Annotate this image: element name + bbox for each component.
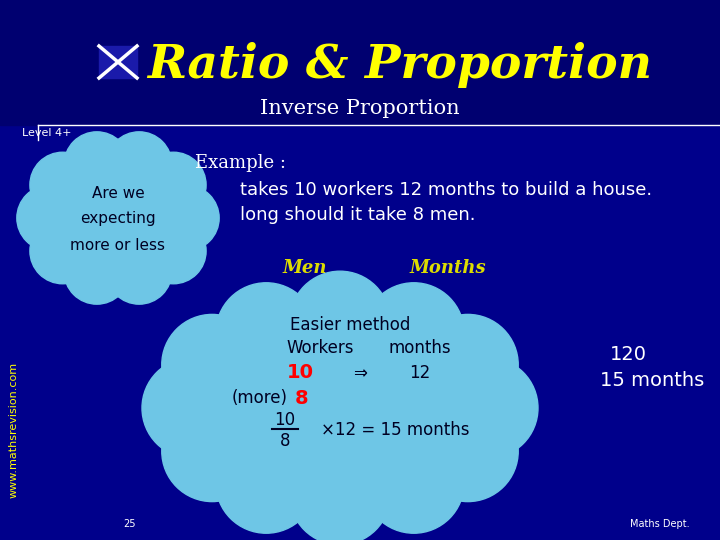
Circle shape (107, 132, 172, 197)
Circle shape (64, 132, 130, 197)
Circle shape (289, 444, 390, 540)
Text: (more): (more) (232, 389, 288, 407)
Circle shape (17, 185, 82, 251)
Text: 10: 10 (274, 411, 296, 429)
Text: months: months (389, 339, 451, 357)
Text: Are we: Are we (91, 186, 145, 200)
Text: www.mathsrevision.com: www.mathsrevision.com (9, 362, 19, 498)
Bar (0, 0, 720, 125)
Circle shape (107, 239, 172, 304)
Circle shape (30, 152, 96, 218)
Text: Level 4+: Level 4+ (22, 128, 71, 138)
Circle shape (30, 218, 96, 284)
Text: 12: 12 (410, 364, 431, 382)
Circle shape (162, 314, 263, 415)
Circle shape (418, 401, 518, 502)
Text: ×12 = 15 months: ×12 = 15 months (320, 421, 469, 439)
Circle shape (364, 283, 464, 383)
Circle shape (216, 283, 317, 383)
Text: more or less: more or less (71, 238, 166, 253)
Bar (99, 46, 137, 78)
Text: 25: 25 (124, 519, 136, 529)
Ellipse shape (54, 169, 182, 267)
Circle shape (140, 218, 206, 284)
Circle shape (153, 185, 219, 251)
Text: Ratio & Proportion: Ratio & Proportion (148, 42, 652, 88)
Text: long should it take 8 men.: long should it take 8 men. (240, 206, 475, 224)
Text: 15 months: 15 months (600, 370, 704, 389)
Text: Inverse Proportion: Inverse Proportion (260, 98, 460, 118)
Text: Example :: Example : (195, 154, 286, 172)
Circle shape (64, 239, 130, 304)
Text: Easier method: Easier method (290, 316, 410, 334)
Text: takes 10 workers 12 months to build a house.: takes 10 workers 12 months to build a ho… (240, 181, 652, 199)
Text: expecting: expecting (80, 212, 156, 226)
Circle shape (140, 152, 206, 218)
Circle shape (418, 314, 518, 415)
Text: Workers: Workers (287, 339, 354, 357)
Circle shape (437, 357, 538, 458)
Text: Men: Men (283, 259, 328, 277)
Circle shape (289, 271, 390, 372)
Circle shape (216, 433, 317, 533)
Circle shape (364, 433, 464, 533)
Text: Maths Dept.: Maths Dept. (630, 519, 690, 529)
Ellipse shape (202, 333, 478, 483)
Text: 120: 120 (610, 346, 647, 365)
Text: Months: Months (410, 259, 486, 277)
Circle shape (142, 357, 243, 458)
Text: ⇒: ⇒ (353, 364, 367, 382)
Text: 10: 10 (287, 363, 313, 382)
Circle shape (162, 401, 263, 502)
Text: 8: 8 (280, 432, 290, 450)
Text: 8: 8 (295, 388, 309, 408)
